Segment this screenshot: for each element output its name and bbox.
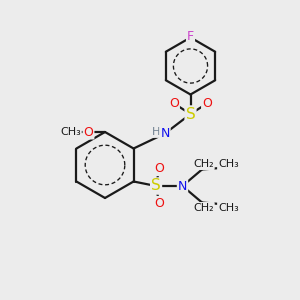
Text: F: F (187, 29, 194, 43)
Text: N: N (178, 179, 187, 193)
Text: CH₃: CH₃ (60, 127, 81, 137)
Text: H: H (152, 127, 160, 137)
Text: CH₂: CH₂ (193, 159, 214, 169)
Text: CH₃: CH₃ (218, 202, 239, 213)
Text: S: S (186, 106, 195, 122)
Text: S: S (151, 178, 161, 194)
Text: O: O (202, 97, 212, 110)
Text: O: O (84, 125, 93, 139)
Text: O: O (154, 162, 164, 175)
Text: O: O (154, 197, 164, 210)
Text: CH₂: CH₂ (193, 203, 214, 213)
Text: O: O (169, 97, 179, 110)
Text: CH₃: CH₃ (218, 159, 239, 170)
Text: N: N (160, 127, 170, 140)
